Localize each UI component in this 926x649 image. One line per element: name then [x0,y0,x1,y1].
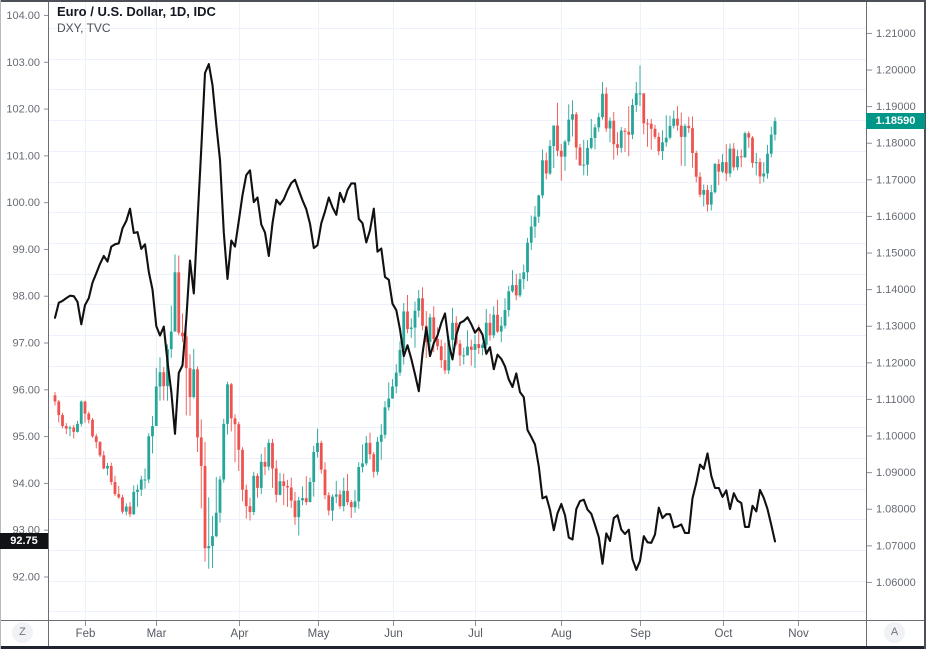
symbol-title: Euro / U.S. Dollar, 1D, IDC [57,4,216,19]
right-axis-tick: 1.08000 [876,504,916,516]
right-axis-tick: 1.06000 [876,577,916,589]
right-axis-tick: 1.18000 [876,138,916,150]
month-label-nov: Nov [788,628,809,640]
left-axis-tick: 92.00 [12,571,40,583]
left-axis-tick: 95.00 [12,431,40,443]
right-axis-tick: 1.19000 [876,101,916,113]
left-axis-tick: 94.00 [12,478,40,490]
auto-scale-button[interactable]: A [884,622,905,643]
frame-bottom-edge [0,646,926,649]
month-label-jul: Jul [468,628,483,640]
right-axis-tick: 1.14000 [876,284,916,296]
time-axis-labels: Feb Mar Apr May Jun Jul Aug Sep Oct Nov [76,621,809,640]
right-axis-tick: 1.21000 [876,28,916,40]
eurusd-last-price-label: 1.18590 [866,113,925,129]
left-axis-tick: 101.00 [6,150,40,162]
right-axis-tick: 1.17000 [876,174,916,186]
month-label-mar: Mar [147,628,167,640]
frame-top-edge [0,0,926,2]
right-axis-tick: 1.13000 [876,321,916,333]
left-axis-tick: 104.00 [6,10,40,22]
left-axis-tick: 100.00 [6,197,40,209]
left-axis-tick: 98.00 [12,291,40,303]
month-label-may: May [308,628,330,640]
overlay-title: DXY, TVC [57,21,111,35]
right-axis-tick: 1.09000 [876,467,916,479]
month-label-sep: Sep [630,628,650,640]
right-axis-tick: 1.10000 [876,431,916,443]
left-axis-tick: 96.00 [12,384,40,396]
right-axis-tick: 1.16000 [876,211,916,223]
frame-right-edge [924,0,926,649]
right-axis-tick: 1.12000 [876,357,916,369]
right-axis-tick: 1.07000 [876,540,916,552]
time-axis[interactable] [0,620,926,646]
right-axis-tick: 1.11000 [876,394,915,406]
dxy-line-series [53,63,777,571]
left-axis-tick: 102.00 [6,104,40,116]
dxy-last-price-label: 92.75 [0,533,48,549]
month-label-apr: Apr [231,628,249,640]
right-axis-labels: 1.21000 1.20000 1.19000 1.18000 1.17000 1.160… [867,28,916,589]
eurusd-candles-layer [53,65,777,569]
timezone-button[interactable]: Z [12,622,33,643]
left-axis-tick: 99.00 [12,244,40,256]
right-axis-tick: 1.20000 [876,65,916,77]
month-label-oct: Oct [715,628,734,640]
left-axis-tick: 97.00 [12,338,40,350]
right-price-axis[interactable] [866,0,926,620]
right-axis-tick: 1.15000 [876,248,916,260]
left-axis-labels: 104.00 103.00 102.00 101.00 100.00 99.00 98.00… [6,10,48,583]
month-label-jun: Jun [384,628,403,640]
month-label-feb: Feb [76,628,96,640]
month-label-aug: Aug [551,628,571,640]
frame-left-edge [0,0,1,649]
left-axis-tick: 103.00 [6,57,40,69]
